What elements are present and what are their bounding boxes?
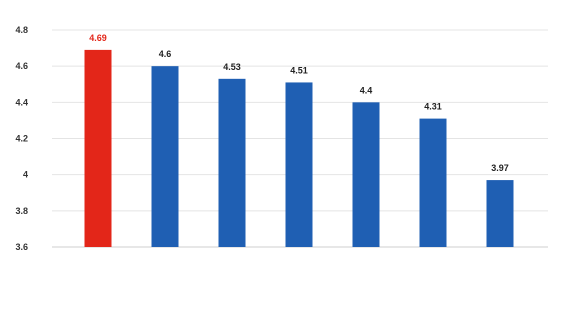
bar-value-label: 4.31	[424, 102, 442, 112]
bar	[352, 102, 380, 247]
bars	[84, 49, 514, 248]
y-axis: 3.6 3.8 4 4.2 4.4 4.6 4.8	[15, 25, 28, 252]
y-tick-label: 4.8	[15, 25, 28, 35]
y-tick-label: 4.6	[15, 61, 28, 71]
bar-value-label: 4.53	[223, 62, 241, 72]
y-tick-label: 4.2	[15, 134, 28, 144]
y-tick-label: 4.4	[15, 97, 28, 107]
bar-value-label: 4.69	[89, 33, 107, 43]
bar-value-label: 4.6	[159, 49, 172, 59]
y-tick-label: 4	[23, 170, 28, 180]
bar	[218, 78, 246, 247]
y-tick-label: 3.8	[15, 206, 28, 216]
bar	[151, 66, 179, 248]
y-tick-label: 3.6	[15, 242, 28, 252]
bar-value-label: 4.4	[360, 85, 373, 95]
bar	[285, 82, 313, 247]
bar	[486, 180, 514, 247]
bar	[84, 49, 112, 248]
data-labels: 4.69 4.6 4.53 4.51 4.4 4.31 3.97	[89, 33, 509, 173]
bar-value-label: 3.97	[491, 163, 509, 173]
bar	[419, 118, 447, 247]
bar-value-label: 4.51	[290, 65, 308, 75]
